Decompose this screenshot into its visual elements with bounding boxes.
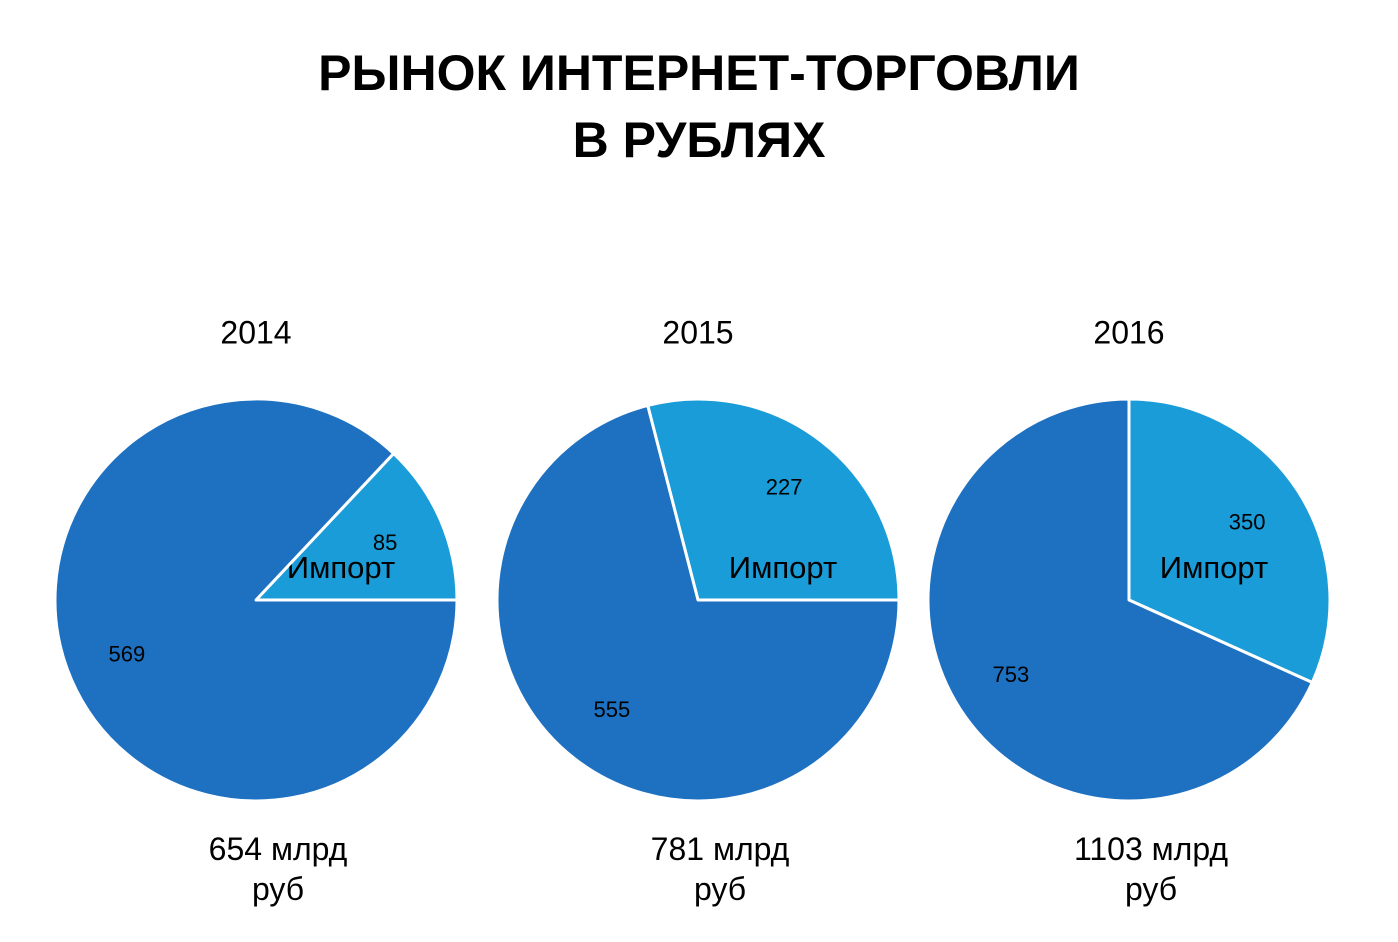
pie-title: 2016 — [1093, 314, 1164, 350]
slice-label: Импорт — [729, 550, 837, 585]
slice-label: Импорт — [1160, 550, 1268, 585]
value-label: 350 — [1229, 509, 1266, 534]
pie-slice — [495, 403, 901, 803]
value-label: 555 — [594, 697, 631, 722]
pie-slice — [53, 397, 459, 803]
total-caption: 1103 млрд руб — [1073, 831, 1229, 907]
pie-title: 2014 — [220, 314, 291, 350]
title-line: РЫНОК ИНТЕРНЕТ-ТОРГОВЛИ — [318, 45, 1080, 101]
slice-label: Импорт — [287, 550, 395, 585]
title-line: В РУБЛЯХ — [572, 112, 826, 168]
pie-slice — [254, 452, 459, 602]
pie-slice — [646, 397, 901, 602]
total-caption: 781 млрд руб — [650, 831, 790, 907]
value-label: 85 — [373, 530, 397, 555]
value-label: 753 — [992, 662, 1029, 687]
pie-slice — [1127, 397, 1332, 685]
total-caption: 654 млрд руб — [208, 831, 348, 907]
pie-title: 2015 — [662, 314, 733, 350]
value-label: 569 — [109, 642, 146, 667]
value-label: 227 — [766, 475, 803, 500]
pie-slice — [926, 397, 1314, 803]
